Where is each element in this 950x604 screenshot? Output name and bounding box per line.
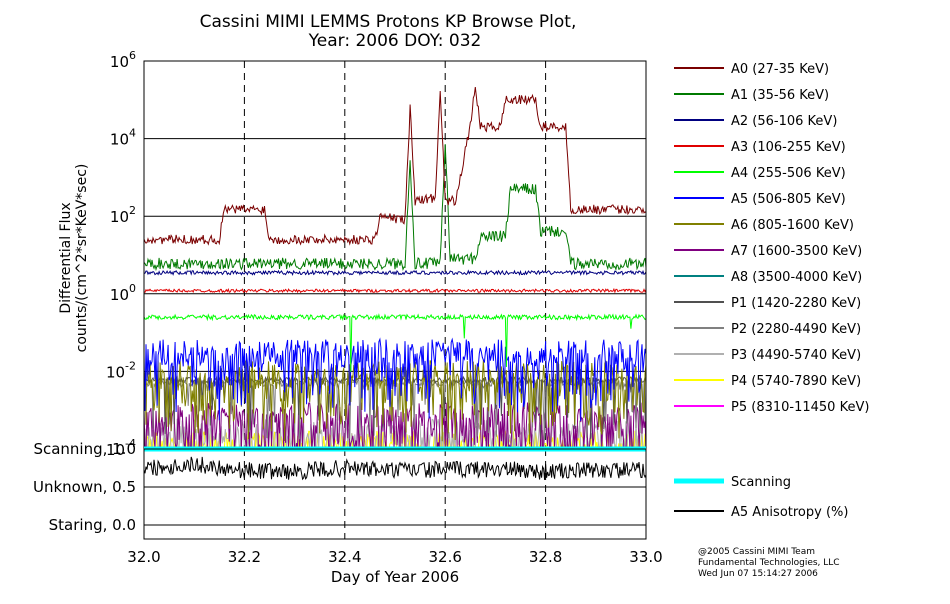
flux-series-A6 <box>143 357 647 445</box>
legend-item-A6: A6 (805-1600 KeV) <box>674 218 854 233</box>
flux-y-tick-label: 10-4 <box>106 437 136 459</box>
tick-exponent: -4 <box>125 437 136 450</box>
legend-item-A4: A4 (255-506 KeV) <box>674 166 846 181</box>
tick-base: 10 <box>110 208 129 226</box>
x-tick-label: 32.8 <box>529 548 562 566</box>
legend-label: P5 (8310-11450 KeV) <box>731 400 869 415</box>
legend-item-A0: A0 (27-35 KeV) <box>674 62 829 77</box>
legend-label: A6 (805-1600 KeV) <box>731 218 854 233</box>
flux-y-tick-label: 10-2 <box>106 359 136 381</box>
flux-y-tick-label: 104 <box>110 127 136 149</box>
flux-traces <box>143 86 647 451</box>
legend-label: A8 (3500-4000 KeV) <box>731 270 862 285</box>
tick-base: 10 <box>106 363 125 381</box>
chart-title-line1: Cassini MIMI LEMMS Protons KP Browse Plo… <box>200 12 577 32</box>
scan-y-ticks: Scanning, 1.0 Unknown, 0.5 Staring, 0.0 <box>33 440 136 534</box>
flux-series-A2 <box>143 269 647 276</box>
x-tick-label: 33.0 <box>629 548 662 566</box>
flux-series-A5 <box>143 337 647 421</box>
tick-base: 10 <box>110 286 129 304</box>
scan-traces <box>143 446 647 481</box>
x-ticks: 32.0 32.2 32.4 32.6 32.8 33.0 <box>127 548 662 566</box>
legend-item-P1: P1 (1420-2280 KeV) <box>674 296 861 311</box>
legend-item-A1: A1 (35-56 KeV) <box>674 88 829 103</box>
tick-exponent: 2 <box>129 204 136 217</box>
flux-y-tick-label: 102 <box>110 204 136 226</box>
x-tick-label: 32.2 <box>228 548 261 566</box>
legend-label: P1 (1420-2280 KeV) <box>731 296 861 311</box>
tick-exponent: 6 <box>129 49 136 62</box>
tick-exponent: 4 <box>129 127 136 140</box>
y-axis-label-line2: counts/(cm^2*sr*KeV*sec) <box>74 164 90 353</box>
legend-item-P3: P3 (4490-5740 KeV) <box>674 348 861 363</box>
x-axis-label: Day of Year 2006 <box>331 568 459 586</box>
legend-label: A5 Anisotropy (%) <box>731 505 848 520</box>
legend-item-A8: A8 (3500-4000 KeV) <box>674 270 862 285</box>
legend-label: A0 (27-35 KeV) <box>731 62 829 77</box>
tick-exponent: -2 <box>125 359 136 372</box>
flux-y-tick-label: 100 <box>110 282 136 304</box>
y-axis-label: Differential Flux counts/(cm^2*sr*KeV*se… <box>58 164 90 353</box>
legend: A0 (27-35 KeV) A1 (35-56 KeV) A2 (56-106 K… <box>674 62 869 520</box>
legend-item-P2: P2 (2280-4490 KeV) <box>674 322 861 337</box>
footer-line2: Fundamental Technologies, LLC <box>698 558 840 568</box>
flux-series-A0 <box>143 86 647 246</box>
flux-y-tick-label: 106 <box>110 49 136 71</box>
legend-item-P5: P5 (8310-11450 KeV) <box>674 400 869 415</box>
flux-series-P3 <box>144 418 647 451</box>
x-tick-label: 32.0 <box>127 548 160 566</box>
tick-base: 10 <box>110 53 129 71</box>
tick-base: 10 <box>110 131 129 149</box>
flux-series-A4 <box>143 313 647 372</box>
flux-series-A3 <box>143 287 647 294</box>
legend-label: A3 (106-255 KeV) <box>731 140 846 155</box>
tick-exponent: 0 <box>129 282 136 295</box>
legend-label: A2 (56-106 KeV) <box>731 114 837 129</box>
legend-item-A7: A7 (1600-3500 KeV) <box>674 244 862 259</box>
legend-item-anisotropy: A5 Anisotropy (%) <box>674 505 848 520</box>
scan-plot-frame <box>143 448 647 540</box>
x-tick-label: 32.4 <box>328 548 361 566</box>
legend-item-scanning: Scanning <box>674 475 791 490</box>
scan-y-tick-label: Unknown, 0.5 <box>33 478 136 496</box>
chart-title-line2: Year: 2006 DOY: 032 <box>308 31 482 51</box>
scan-y-tick-label: Scanning, 1.0 <box>33 440 136 458</box>
legend-label: P3 (4490-5740 KeV) <box>731 348 861 363</box>
legend-label: P2 (2280-4490 KeV) <box>731 322 861 337</box>
legend-label: A4 (255-506 KeV) <box>731 166 846 181</box>
legend-label: A7 (1600-3500 KeV) <box>731 244 862 259</box>
x-tick-label: 32.6 <box>428 548 461 566</box>
legend-label: Scanning <box>731 475 791 490</box>
legend-label: A1 (35-56 KeV) <box>731 88 829 103</box>
footer-line1: @2005 Cassini MIMI Team <box>698 547 815 557</box>
flux-series-A1 <box>143 144 647 272</box>
legend-item-A2: A2 (56-106 KeV) <box>674 114 837 129</box>
legend-label: P4 (5740-7890 KeV) <box>731 374 861 389</box>
footer-line3: Wed Jun 07 15:14:27 2006 <box>698 569 818 579</box>
legend-item-P4: P4 (5740-7890 KeV) <box>674 374 861 389</box>
legend-label: A5 (506-805 KeV) <box>731 192 846 207</box>
y-axis-label-line1: Differential Flux <box>58 202 74 313</box>
scan-y-tick-label: Staring, 0.0 <box>49 516 136 534</box>
legend-item-A3: A3 (106-255 KeV) <box>674 140 846 155</box>
legend-item-A5: A5 (506-805 KeV) <box>674 192 846 207</box>
tick-base: 10 <box>106 441 125 459</box>
scan-series-anisotropy <box>143 456 647 481</box>
